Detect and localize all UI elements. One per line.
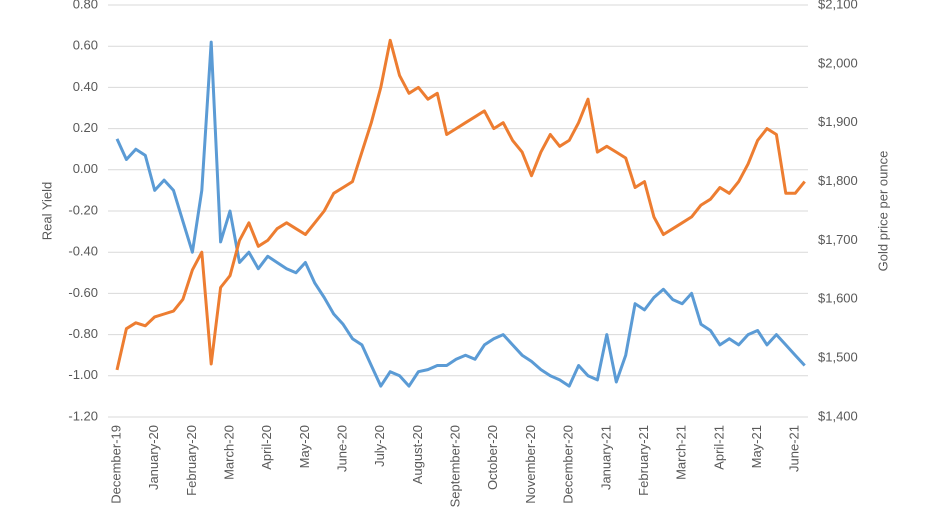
y-tick-label: 0.20 xyxy=(73,120,98,135)
x-tick-label: December-20 xyxy=(561,425,576,504)
x-tick-label: August-20 xyxy=(410,425,425,484)
y-tick-label: 0.80 xyxy=(73,0,98,11)
y2-tick-label: $2,000 xyxy=(818,55,858,70)
y2-tick-label: $1,900 xyxy=(818,114,858,129)
x-tick-label: February-21 xyxy=(636,425,651,496)
y2-tick-label: $1,700 xyxy=(818,232,858,247)
x-tick-label: January-20 xyxy=(146,425,161,490)
y2-tick-label: $1,600 xyxy=(818,291,858,306)
y2-tick-label: $1,400 xyxy=(818,408,858,423)
y-tick-label: -0.20 xyxy=(68,202,98,217)
y2-tick-label: $1,500 xyxy=(818,350,858,365)
x-tick-label: January-21 xyxy=(598,425,613,490)
x-tick-label: May-21 xyxy=(749,425,764,468)
y-tick-label: -0.60 xyxy=(68,285,98,300)
x-tick-label: June-21 xyxy=(787,425,802,472)
x-tick-label: April-21 xyxy=(711,425,726,470)
y-tick-label: -0.40 xyxy=(68,244,98,259)
x-tick-label: April-20 xyxy=(259,425,274,470)
x-tick-label: May-20 xyxy=(297,425,312,468)
y2-axis-label: Gold price per ounce xyxy=(875,151,890,272)
x-tick-label: February-20 xyxy=(184,425,199,496)
x-tick-label: September-20 xyxy=(448,425,463,507)
x-tick-label: November-20 xyxy=(523,425,538,504)
y-axis-label: Real Yield xyxy=(39,182,54,241)
x-tick-label: October-20 xyxy=(485,425,500,490)
series-line xyxy=(115,38,806,371)
x-tick-label: March-21 xyxy=(674,425,689,480)
y-tick-label: -1.00 xyxy=(68,367,98,382)
x-tick-label: March-20 xyxy=(221,425,236,480)
x-tick-label: December-19 xyxy=(108,425,123,504)
x-tick-label: July-20 xyxy=(372,425,387,467)
y-tick-label: -1.20 xyxy=(68,408,98,423)
series-line xyxy=(115,40,806,388)
y-tick-label: 0.60 xyxy=(73,38,98,53)
y-tick-label: 0.40 xyxy=(73,79,98,94)
y2-tick-label: $2,100 xyxy=(818,0,858,11)
y2-tick-label: $1,800 xyxy=(818,173,858,188)
y-tick-label: -0.80 xyxy=(68,326,98,341)
x-tick-label: June-20 xyxy=(335,425,350,472)
y-tick-label: 0.00 xyxy=(73,161,98,176)
